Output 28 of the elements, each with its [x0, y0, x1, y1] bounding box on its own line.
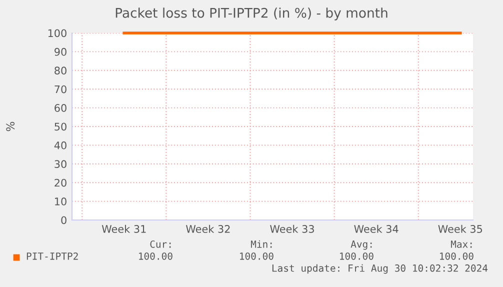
text: 100.00	[240, 252, 274, 260]
text: 100.00	[340, 252, 374, 260]
text: Min:	[250, 240, 272, 248]
y-axis-title: %	[6, 122, 15, 132]
x-tick-label: Week 31	[102, 224, 146, 233]
x-tick-label: Week 35	[438, 224, 482, 233]
y-tick-label: 60	[54, 104, 66, 112]
x-tick-label: Week 34	[354, 224, 398, 233]
x-tick-label: Week 32	[186, 224, 230, 233]
y-tick-label: 80	[54, 66, 66, 75]
text: Max:	[450, 240, 472, 248]
y-tick-label: 90	[54, 48, 66, 56]
text: 100.00	[440, 252, 474, 260]
chart-title: Packet loss to PIT-IPTP2 (in %) - by month	[116, 8, 388, 20]
legend-label: PIT-IPTP2	[26, 252, 78, 260]
y-tick-label: 40	[54, 141, 66, 150]
y-tick-label: 30	[54, 160, 66, 168]
y-tick-label: 70	[54, 85, 66, 94]
y-tick-label: 50	[54, 122, 66, 131]
y-tick-label: 0	[61, 216, 66, 224]
text: Avg:	[350, 240, 372, 250]
y-tick-label: 20	[54, 178, 66, 187]
y-tick-label: 100	[48, 29, 66, 38]
x-tick-label: Week 33	[270, 224, 314, 233]
text: Cur:	[150, 240, 171, 248]
y-tick-label: 10	[55, 198, 66, 206]
text: Last update: Fri Aug 30 10:02:32 2024	[272, 264, 488, 274]
text: 100.00	[139, 252, 172, 260]
